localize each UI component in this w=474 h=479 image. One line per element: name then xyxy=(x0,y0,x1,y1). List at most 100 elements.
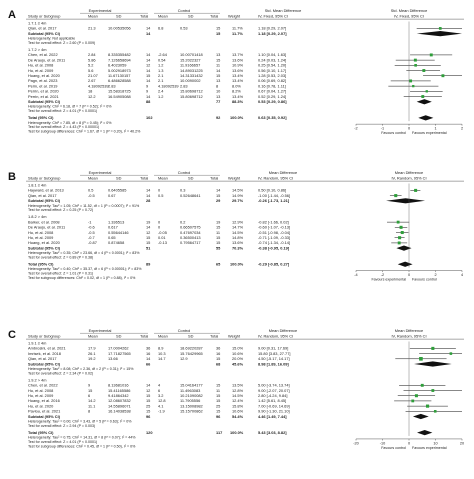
exp-sd: 8.13681016 xyxy=(108,383,129,388)
effect-column-header: Mean Difference xyxy=(269,328,297,333)
ctl-total: 11 xyxy=(216,388,220,393)
exp-total: 16 xyxy=(146,351,150,356)
study-effect-square xyxy=(425,90,428,93)
total-note: Heterogeneity: Tau² = 0.40; Chi² = 35.37… xyxy=(28,267,142,271)
exp-mean-header: Mean xyxy=(88,14,98,19)
exp-total: 14 xyxy=(146,193,151,198)
study-name: Perin, et al. 2019 xyxy=(28,83,57,88)
ctl-total: 15 xyxy=(216,356,220,361)
favours-left-label: Favours experimental xyxy=(371,278,406,282)
study-name: Barker, et al. 2008 xyxy=(28,219,60,224)
subgroup-note: Heterogeneity: Tau² = 0.00; Chi² = 3.43,… xyxy=(28,420,132,424)
exp-total: 36 xyxy=(146,346,150,351)
ctl-mean: 4 xyxy=(158,383,161,388)
study-effect-square xyxy=(400,231,404,235)
ctl-mean: 0.01 xyxy=(158,235,166,240)
ctl-sd: 15.04164177 xyxy=(180,383,203,388)
ctl-total: 15 xyxy=(216,393,220,398)
exp-total: 12 xyxy=(146,230,150,235)
ctl-total: 19 xyxy=(216,219,220,224)
favours-left-label: Favours control xyxy=(381,131,406,135)
total-ctl: 92 xyxy=(216,115,221,120)
total-ci: 0.63 [0.35, 0.92] xyxy=(258,115,287,120)
ctl-total: 36 xyxy=(216,346,220,351)
ctl-sd: 15.80698712 xyxy=(180,89,203,94)
ctl-total: 15 xyxy=(216,193,220,198)
exp-total-header: Total xyxy=(140,14,148,19)
plot-column-header: Mean Difference xyxy=(395,328,423,333)
x-tick-label: 4 xyxy=(461,273,463,277)
effect-column-header: Mean Difference xyxy=(269,170,297,175)
ctl-mean: 2.1 xyxy=(158,73,163,78)
x-tick-label: 0 xyxy=(408,441,410,445)
subtotal-ctl-total: 15 xyxy=(216,31,221,36)
study-row: Hu, et al. 2008 15 15.41165586 12 6 11.496308… xyxy=(28,388,462,393)
total-weight: 100.0% xyxy=(230,262,244,267)
ctl-total: 15 xyxy=(216,398,220,403)
study-weight: 20.0% xyxy=(232,356,244,361)
exp-sd: 14.55896071 xyxy=(108,403,131,408)
exp-mean: 0.5 xyxy=(88,188,93,193)
exp-total: 14 xyxy=(146,57,151,62)
study-row: Perin, et al. 2019 4.18092539 2.83 9 4.18092… xyxy=(28,83,439,88)
exp-total: 14 xyxy=(146,356,151,361)
exp-sd: 0.65 xyxy=(108,235,116,240)
ctl-mean: 0.5 xyxy=(158,193,163,198)
study-name: De Araujo, et al. 2011 xyxy=(28,57,65,62)
total-label: Total (95% CI) xyxy=(28,115,54,120)
exp-sd: 6.4023059 xyxy=(108,63,126,68)
ctl-total: 15 xyxy=(216,225,220,230)
ctl-sd: 10.0090002 xyxy=(180,78,201,83)
subtotal-ci: 8.98 [1.89, 16.09] xyxy=(258,361,289,366)
study-weight: 10.6% xyxy=(232,409,244,414)
ctl-total: 15 xyxy=(216,240,220,245)
study-weight: 13.6% xyxy=(232,57,244,62)
ctl-mean: -0.05 xyxy=(158,230,167,235)
exp-sd: 0.6405585 xyxy=(108,188,126,193)
x-tick-label: 20 xyxy=(460,441,464,445)
exp-mean: 5.86 xyxy=(88,57,96,62)
study-row: Qian, et al. 2017 21.3 10.00535056 14 6.8 0.5… xyxy=(28,26,462,31)
exp-total: 12 xyxy=(146,388,150,393)
subtotal-ci: -0.38 [-0.95, 0.19] xyxy=(258,245,290,250)
study-effect-square xyxy=(394,194,398,198)
exp-total: 14 xyxy=(146,26,151,31)
study-name: Perrin, et al. 2021 xyxy=(28,94,59,99)
subtotal-label: Subtotal (95% CI) xyxy=(28,414,61,419)
study-row: Chen, et al. 2022 2.84 8.335355482 14 -2.64 1… xyxy=(28,52,453,57)
total-note: Test for subgroup differences: Chi² = 1.… xyxy=(28,130,141,134)
study-weight: 13.5% xyxy=(232,383,244,388)
subtotal-diamond xyxy=(396,245,412,251)
subgroup-note: Heterogeneity: Tau² = 8.08; Chi² = 2.36,… xyxy=(28,367,134,371)
study-weight: 14.5% xyxy=(232,393,244,398)
study-row: Hayward, et al. 2013 0.5 0.6405585 14 0 0.3 14… xyxy=(28,188,421,193)
subtotal-weight: 54.4% xyxy=(232,414,244,419)
subgroup-note: Heterogeneity: Not applicable xyxy=(28,37,75,41)
exp-sd: 5.002918973 xyxy=(108,68,131,73)
study-weight: 14.5% xyxy=(232,230,244,235)
total-ci: 5.43 [3.03, 8.82] xyxy=(258,430,287,435)
x-tick-label: -1 xyxy=(381,127,384,131)
ctl-total: 14 xyxy=(216,188,221,193)
study-column-header: Study or Subgroup xyxy=(28,14,60,19)
study-ci: 0.16 [0.78, 1.11] xyxy=(258,83,286,88)
study-row: Hu, et al. 2009 -0.7 0.65 15 0.01 0.36500413 1… xyxy=(28,235,405,240)
subtotal-ctl-total: 68 xyxy=(216,361,221,366)
study-ci: 2.80 [-4.24, 9.84] xyxy=(258,393,287,398)
study-name: Hayward, et al. 2013 xyxy=(28,188,64,193)
study-weight: 11.7% xyxy=(232,26,243,31)
effect-column-header: Std. Mean Difference xyxy=(265,8,301,13)
study-weight: 10.9% xyxy=(232,63,244,68)
ctl-mean-header: Mean xyxy=(158,334,168,339)
ctl-sd: 15.2022327 xyxy=(180,57,201,62)
ctl-sd: 10.21090082 xyxy=(180,393,203,398)
ctl-mean: 14.7 xyxy=(158,356,166,361)
ctl-mean: 4.18092539 xyxy=(158,83,179,88)
study-effect-square xyxy=(409,79,413,83)
ctl-total: 15 xyxy=(216,235,220,240)
control-group-header: Control xyxy=(178,170,191,175)
x-tick-label: 0 xyxy=(408,273,410,277)
subgroup-note: Test for overall effect: Z = 0.89 (P = 0… xyxy=(28,256,93,260)
